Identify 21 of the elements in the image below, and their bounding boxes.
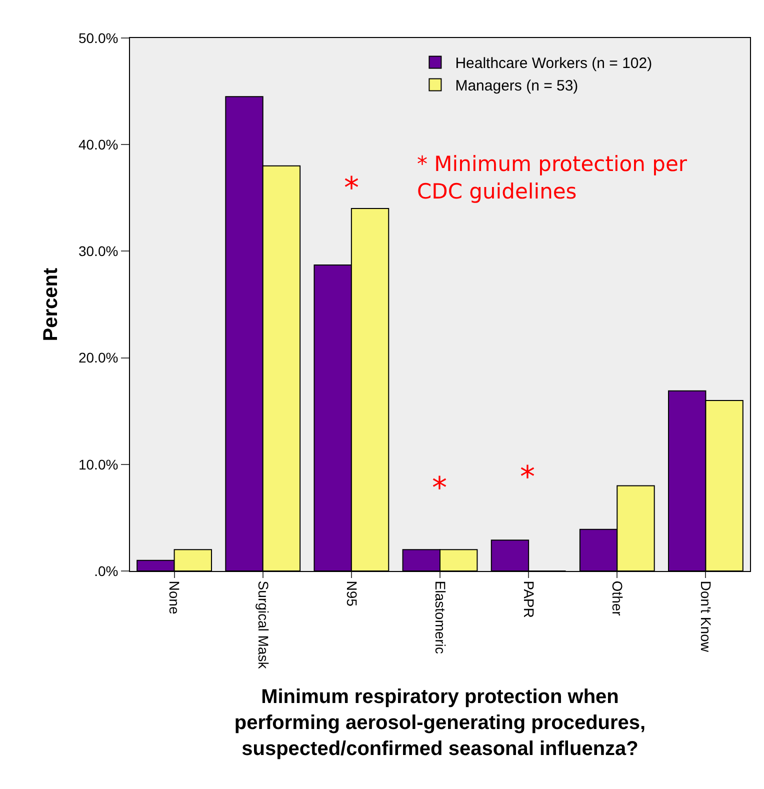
y-tick-label: 40.0%	[78, 136, 118, 152]
y-axis-title: Percent	[40, 267, 62, 342]
annotation: *	[344, 171, 359, 206]
x-axis-title: Minimum respiratory protection when performing aerosol-generating procedures, suspected/confirmed seasonal influenza?	[234, 686, 646, 760]
x-tick-label: Other	[610, 580, 626, 616]
y-tick-label: 30.0%	[78, 243, 118, 260]
x-tick-label: PAPR	[521, 580, 538, 618]
x-tick-label: None	[166, 580, 183, 614]
x-tick-label: Elastomeric	[432, 580, 448, 654]
y-tick-label: 20.0%	[78, 350, 118, 366]
x-tick-label: Surgical Mask	[255, 580, 272, 670]
x-tick-label: Don't Know	[698, 580, 714, 653]
annotation: *	[432, 471, 447, 506]
y-tick-label: 50.0%	[78, 30, 118, 46]
legend-label: Managers (n = 53)	[455, 78, 578, 95]
annotation: * Minimum protection per CDC guidelines	[417, 152, 688, 204]
y-tick-label: .0%	[94, 562, 118, 579]
x-tick-label: N95	[344, 580, 360, 607]
legend-label: Healthcare Workers (n = 102)	[455, 55, 652, 72]
annotation: *	[520, 460, 535, 495]
y-tick-label: 10.0%	[78, 456, 118, 472]
